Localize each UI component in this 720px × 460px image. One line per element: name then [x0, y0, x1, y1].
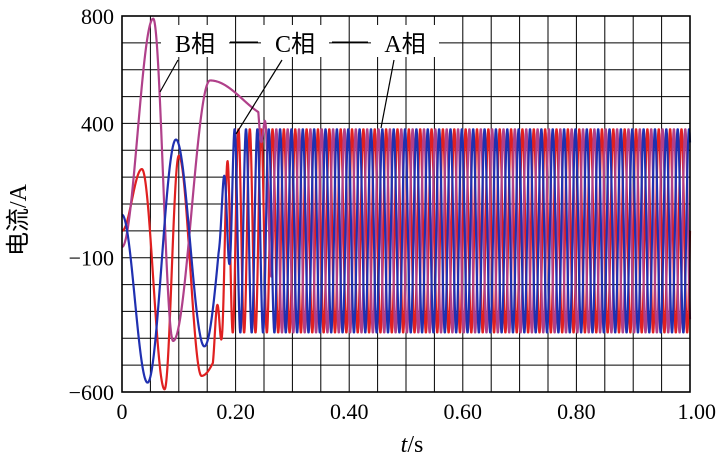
x-tick-label: 1.00 — [678, 399, 717, 424]
x-tick-label: 0.60 — [444, 399, 483, 424]
x-axis-unit: /s — [407, 432, 423, 458]
x-tick-label: 0.20 — [216, 399, 255, 424]
x-tick-label: 0.80 — [557, 399, 596, 424]
y-axis-label: 电流/A — [5, 183, 32, 256]
y-tick-label: 400 — [81, 111, 114, 136]
series-line-1 — [121, 17, 692, 343]
y-tick-label: 800 — [81, 4, 114, 29]
x-axis-variable: t — [401, 432, 409, 458]
plot-frame — [121, 15, 691, 393]
annotation-layer: B相 C相 A相 — [159, 25, 439, 135]
annotation-background — [161, 25, 229, 57]
annotation-leader — [235, 59, 283, 135]
annotation-background — [261, 25, 329, 57]
annotation-background — [371, 25, 439, 57]
x-tick-label: 0.40 — [330, 399, 369, 424]
annotation-label: C相 — [275, 31, 315, 58]
y-tick-labels: 800 400 −100 −600 — [69, 4, 114, 405]
annotation-label: B相 — [175, 31, 215, 58]
x-axis-label: t/s — [401, 432, 424, 458]
x-tick-labels: 0 0.20 0.40 0.60 0.80 1.00 — [117, 399, 717, 424]
annotation-leader — [380, 59, 395, 129]
series-line-0 — [121, 128, 692, 391]
plot-border — [121, 15, 691, 393]
annotation-leader — [159, 59, 179, 93]
annotation-label: A相 — [384, 31, 425, 58]
y-tick-label: −600 — [69, 380, 114, 405]
series-layer — [121, 17, 692, 391]
y-tick-label: −100 — [69, 246, 114, 271]
series-line-2 — [121, 128, 692, 384]
x-tick-label: 0 — [117, 399, 128, 424]
